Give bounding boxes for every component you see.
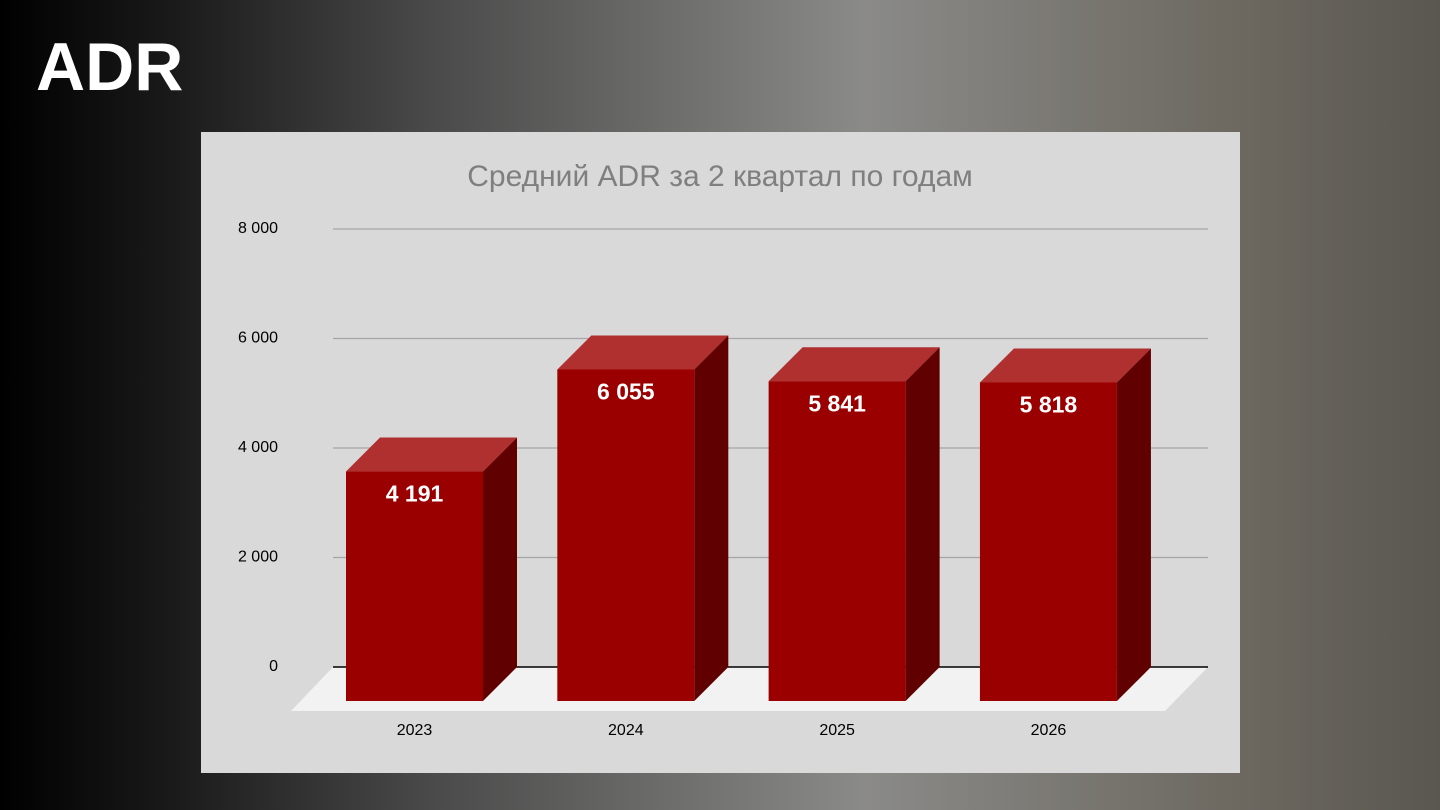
y-tick-label: 0 [269, 658, 278, 675]
slide-heading: ADR [36, 29, 184, 105]
bar-side [694, 335, 729, 701]
data-label: 4 191 [386, 481, 444, 507]
floor [291, 667, 1208, 711]
x-tick-label: 2024 [608, 722, 644, 739]
bar [768, 381, 906, 701]
bar-side [1116, 348, 1151, 701]
bar-side [483, 437, 517, 701]
x-tick-label: 2026 [1031, 722, 1067, 739]
y-tick-label: 6 000 [238, 330, 278, 347]
bar-side [905, 347, 940, 701]
y-tick-label: 8 000 [238, 220, 278, 237]
x-tick-label: 2025 [819, 722, 855, 739]
chart-title: Средний ADR за 2 квартал по годам [467, 160, 973, 193]
bar [346, 471, 483, 701]
bar-top [979, 348, 1151, 383]
y-tick-label: 4 000 [238, 439, 278, 456]
data-label: 6 055 [597, 379, 655, 405]
y-tick-label: 2 000 [238, 549, 278, 566]
data-label: 5 841 [808, 390, 866, 416]
bar-top [768, 347, 940, 382]
data-label: 5 818 [1020, 392, 1078, 418]
x-tick-label: 2023 [397, 722, 433, 739]
bar [979, 382, 1117, 701]
bar-top [346, 437, 517, 472]
bar-top [557, 335, 729, 370]
bar [557, 369, 695, 701]
